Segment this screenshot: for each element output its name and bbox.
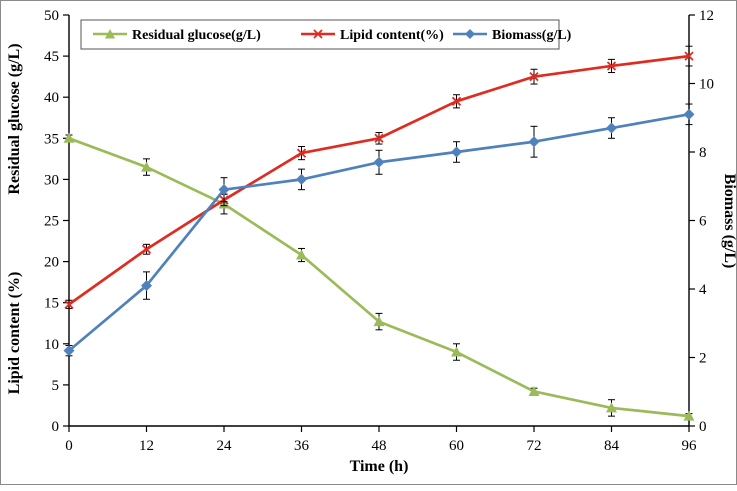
svg-text:5: 5 <box>52 378 60 394</box>
svg-text:25: 25 <box>44 214 59 230</box>
svg-text:20: 20 <box>44 255 59 271</box>
svg-text:15: 15 <box>44 296 59 312</box>
legend-marker-triangle-icon <box>105 29 115 39</box>
svg-text:60: 60 <box>449 438 464 454</box>
svg-text:8: 8 <box>699 145 707 161</box>
legend-label-residual-glucose: Residual glucose(g/L) <box>132 28 261 43</box>
svg-text:45: 45 <box>44 49 59 65</box>
svg-text:30: 30 <box>44 172 59 188</box>
legend-marker-x-icon <box>313 29 323 39</box>
svg-text:40: 40 <box>44 90 59 106</box>
svg-text:96: 96 <box>682 438 698 454</box>
legend-label-lipid-content: Lipid content(%) <box>340 28 444 43</box>
svg-text:24: 24 <box>217 438 233 454</box>
svg-text:0: 0 <box>65 438 73 454</box>
svg-text:10: 10 <box>44 337 59 353</box>
svg-text:72: 72 <box>527 438 542 454</box>
svg-text:0: 0 <box>699 419 707 435</box>
right-axis-title: Biomass (g/L) <box>721 174 737 269</box>
svg-text:2: 2 <box>699 351 707 367</box>
legend: Residual glucose(g/L) Lipid content(%) B… <box>80 19 572 50</box>
svg-text:4: 4 <box>699 282 707 298</box>
svg-text:50: 50 <box>44 8 59 24</box>
svg-text:35: 35 <box>44 131 59 147</box>
svg-text:48: 48 <box>372 438 387 454</box>
legend-marker-diamond-icon <box>465 29 475 39</box>
svg-text:0: 0 <box>52 419 60 435</box>
svg-text:36: 36 <box>294 438 310 454</box>
svg-text:10: 10 <box>699 77 714 93</box>
svg-text:12: 12 <box>139 438 154 454</box>
left-axis-title-bottom: Lipid content (%) <box>6 272 23 395</box>
svg-text:12: 12 <box>699 8 714 24</box>
svg-text:6: 6 <box>699 214 707 230</box>
legend-label-biomass: Biomass(g/L) <box>492 28 572 43</box>
x-axis-title: Time (h) <box>350 458 409 475</box>
left-axis-title-top: Residual glucose (g/L) <box>6 43 23 194</box>
svg-text:84: 84 <box>604 438 620 454</box>
